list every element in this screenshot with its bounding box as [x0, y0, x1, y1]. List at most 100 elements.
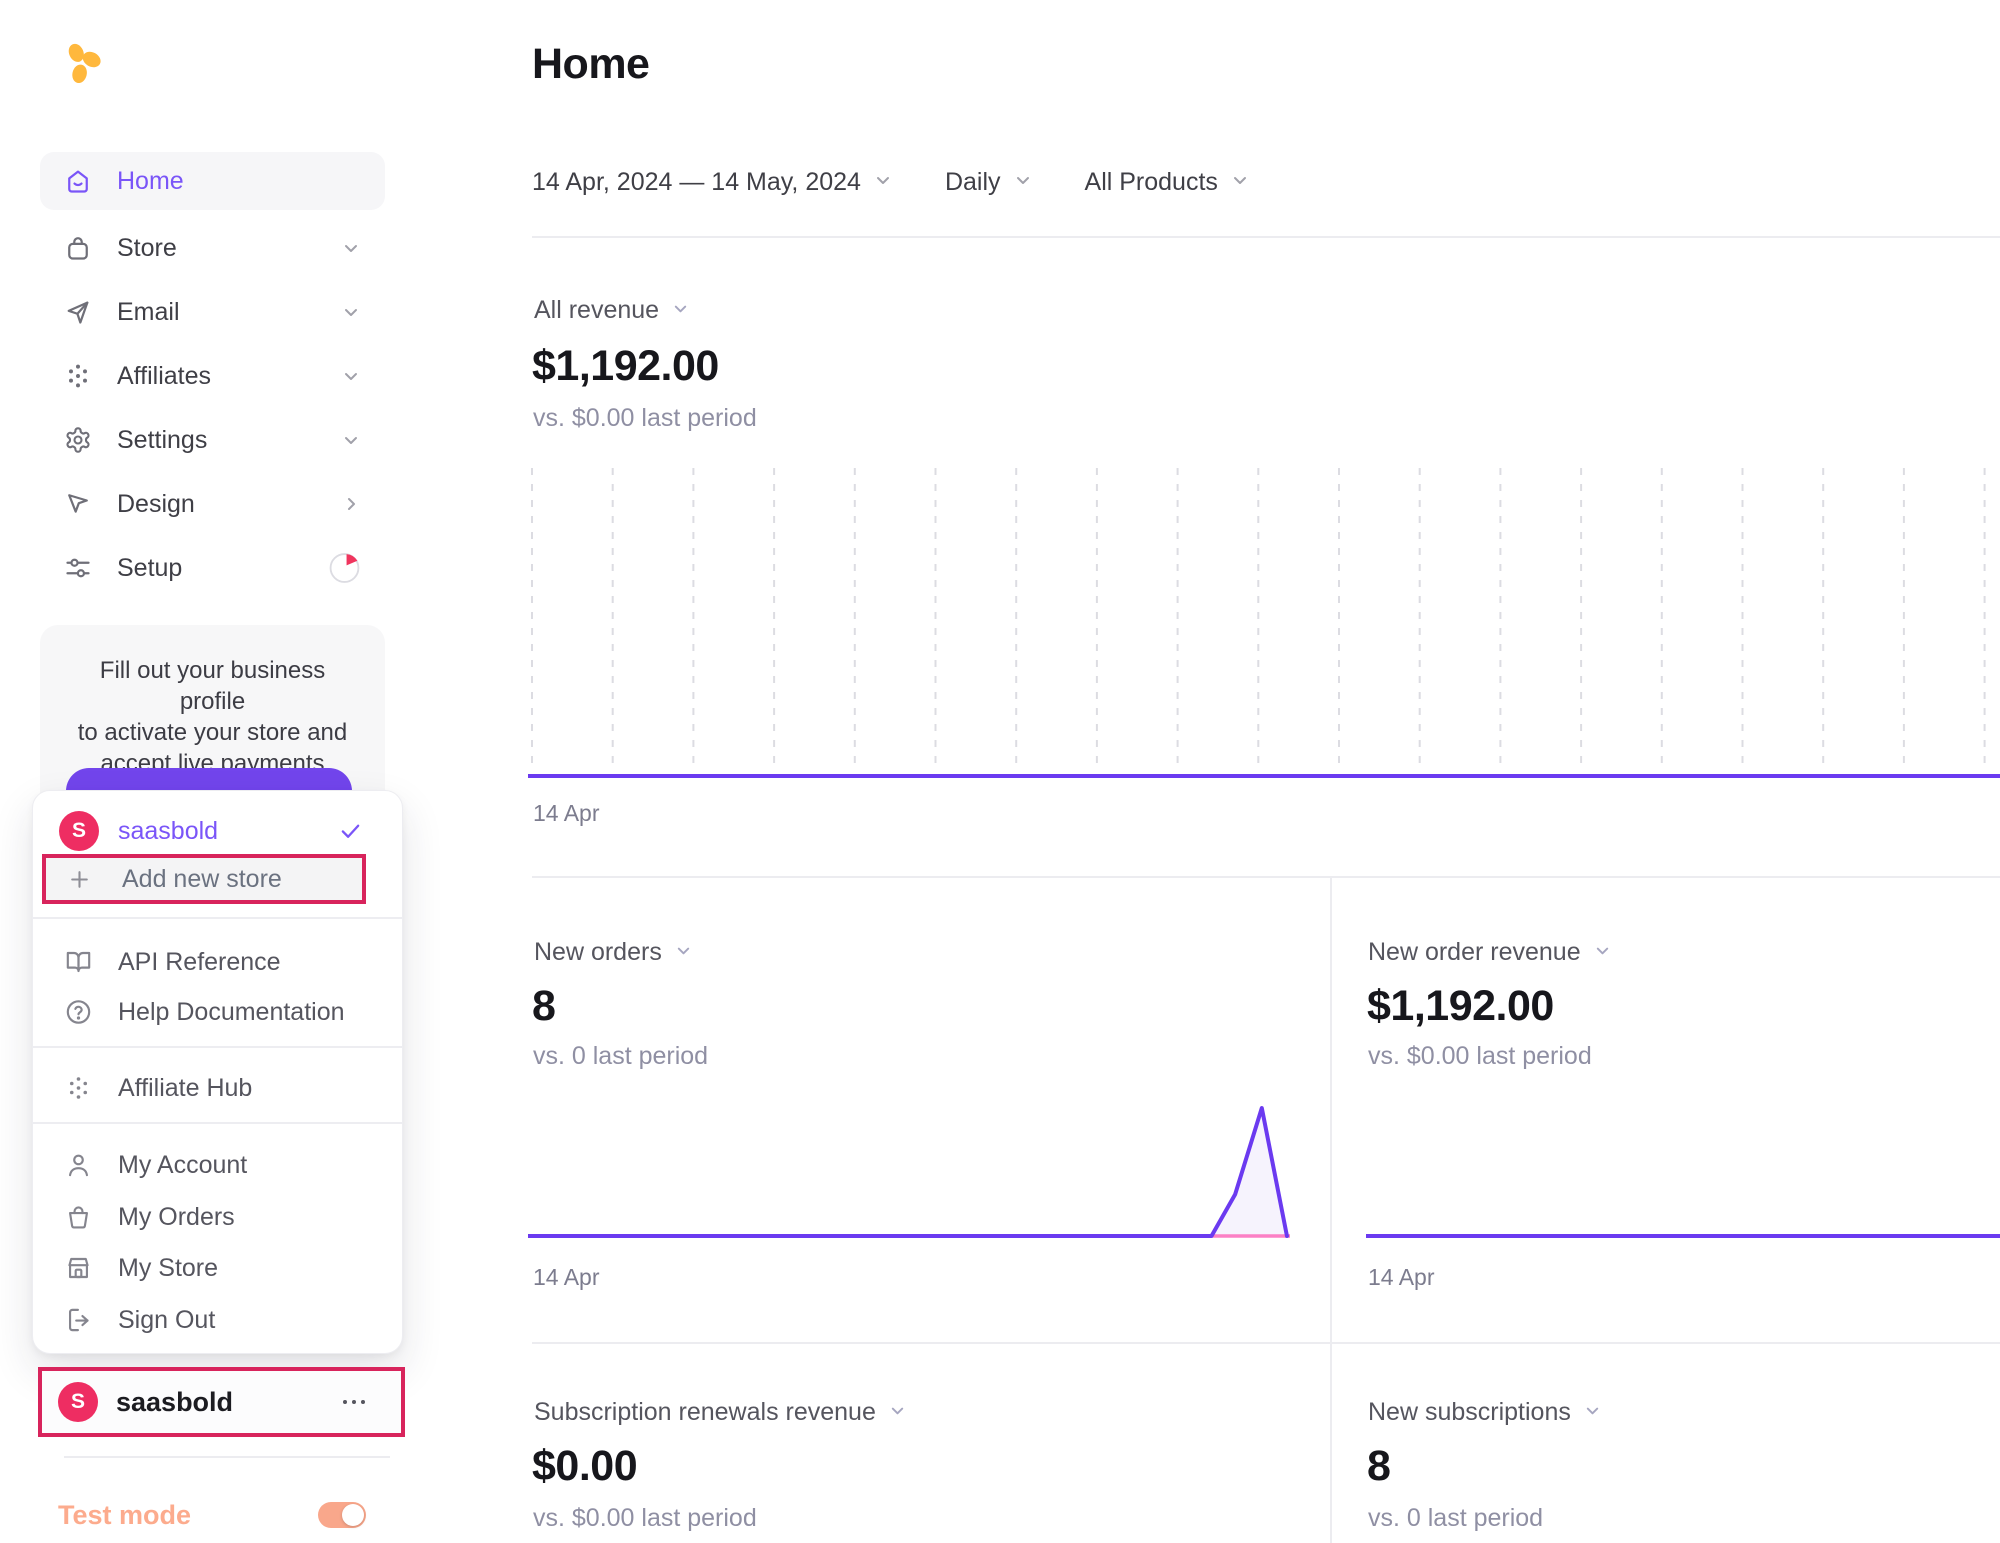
sidebar-item-store[interactable]: Store [40, 219, 385, 277]
menu-item-label: My Store [118, 1253, 219, 1282]
menu-item-my-account[interactable]: My Account [33, 1140, 402, 1190]
metric-label-text: New order revenue [1368, 938, 1581, 966]
business-profile-text-line2: to activate your store and [77, 719, 348, 746]
products-value: All Products [1084, 168, 1218, 196]
test-mode-toggle[interactable] [318, 1502, 366, 1528]
check-icon [339, 820, 362, 843]
menu-item-label: My Account [118, 1150, 248, 1179]
all-revenue-value: $1,192.00 [532, 342, 719, 390]
new-subscriptions-comparison: vs. 0 last period [1368, 1504, 1544, 1532]
store-avatar: S [58, 1382, 98, 1422]
menu-item-affiliate-hub[interactable]: Affiliate Hub [33, 1063, 402, 1113]
chevron-down-icon [1013, 168, 1033, 197]
toggle-knob [342, 1504, 364, 1526]
column-divider [1330, 876, 1332, 1543]
menu-item-my-orders[interactable]: My Orders [33, 1192, 402, 1242]
subscription-renewals-revenue-comparison: vs. $0.00 last period [533, 1504, 757, 1532]
all-revenue-comparison: vs. $0.00 last period [533, 404, 757, 432]
new-order-revenue-metric-selector[interactable]: New order revenue [1368, 938, 1612, 967]
new-subscriptions-metric-selector[interactable]: New subscriptions [1368, 1398, 1602, 1427]
all-revenue-metric-selector[interactable]: All revenue [534, 296, 690, 325]
store-avatar: S [59, 811, 99, 851]
store-switcher-menu: S saasbold Add new store [32, 790, 403, 1354]
sidebar-item-email[interactable]: Email [40, 283, 385, 341]
sign-out-icon [65, 1307, 92, 1334]
new-orders-value: 8 [532, 982, 556, 1030]
ellipsis-icon [341, 1398, 367, 1406]
sidebar-item-label: Affiliates [117, 361, 212, 390]
chevron-down-icon [341, 430, 361, 450]
all-revenue-chart[interactable] [528, 466, 2000, 782]
menu-item-help-documentation[interactable]: Help Documentation [33, 987, 402, 1037]
menu-item-api-reference[interactable]: API Reference [33, 937, 402, 987]
menu-item-label: My Orders [118, 1202, 235, 1231]
chevron-down-icon [341, 302, 361, 322]
add-new-store-label: Add new store [122, 864, 282, 893]
menu-item-label: API Reference [118, 947, 281, 976]
new-orders-comparison: vs. 0 last period [533, 1042, 709, 1070]
x-axis-tick: 14 Apr [533, 800, 600, 826]
chevron-right-icon [341, 494, 361, 514]
menu-item-current-store[interactable]: S saasbold [33, 804, 402, 858]
menu-item-my-store[interactable]: My Store [33, 1243, 402, 1293]
menu-item-label: Sign Out [118, 1305, 216, 1334]
menu-item-sign-out[interactable]: Sign Out [33, 1295, 402, 1345]
granularity-filter[interactable]: Daily [945, 168, 1033, 197]
help-circle-icon [65, 999, 92, 1026]
app-logo[interactable] [62, 42, 106, 93]
row-divider [532, 1342, 2000, 1344]
new-order-revenue-chart[interactable] [1366, 1098, 2000, 1242]
new-order-revenue-comparison: vs. $0.00 last period [1368, 1042, 1592, 1070]
sidebar-item-settings[interactable]: Settings [40, 411, 385, 469]
chevron-down-icon [1583, 1398, 1602, 1427]
chevron-down-icon [1230, 168, 1250, 197]
store-bag-icon [64, 234, 92, 262]
sidebar-item-design[interactable]: Design [40, 475, 385, 533]
sidebar-item-affiliates[interactable]: Affiliates [40, 347, 385, 405]
dots-grid-icon [65, 1075, 92, 1102]
menu-item-label: Affiliate Hub [118, 1073, 253, 1102]
x-axis-tick: 14 Apr [533, 1264, 600, 1290]
sliders-icon [64, 554, 92, 582]
storefront-icon [65, 1255, 92, 1282]
sidebar-item-home[interactable]: Home [40, 152, 385, 210]
book-open-icon [65, 949, 92, 976]
menu-item-label: Help Documentation [118, 997, 345, 1026]
setup-progress-pie-icon [328, 552, 361, 585]
dots-grid-icon [64, 362, 92, 390]
store-switcher-trigger[interactable]: S saasbold [42, 1371, 401, 1433]
sidebar-item-label: Home [117, 166, 184, 195]
granularity-value: Daily [944, 168, 1001, 196]
annotation-box-store-switcher: S saasbold [38, 1367, 405, 1437]
chevron-down-icon [1593, 938, 1612, 967]
page-title: Home [532, 40, 650, 88]
sidebar-item-setup[interactable]: Setup [40, 539, 385, 597]
test-mode-label: Test mode [58, 1500, 192, 1530]
business-profile-text-line1: Fill out your business profile [99, 657, 326, 715]
chevron-down-icon [671, 296, 690, 325]
new-orders-metric-selector[interactable]: New orders [534, 938, 693, 967]
subscription-renewals-revenue-value: $0.00 [532, 1442, 638, 1490]
sidebar-item-label: Store [117, 233, 177, 262]
sidebar-item-label: Settings [117, 425, 208, 454]
home-icon [64, 167, 92, 195]
metric-label-text: New orders [534, 938, 662, 966]
section-divider [532, 876, 2000, 878]
x-axis-tick: 14 Apr [1368, 1264, 1435, 1290]
metric-label-text: New subscriptions [1368, 1398, 1571, 1426]
filter-bar: 14 Apr, 2024 — 14 May, 2024 Daily All Pr… [532, 168, 1250, 197]
gear-icon [64, 426, 92, 454]
products-filter[interactable]: All Products [1085, 168, 1250, 197]
subscription-renewals-revenue-metric-selector[interactable]: Subscription renewals revenue [534, 1398, 907, 1427]
date-range-filter[interactable]: 14 Apr, 2024 — 14 May, 2024 [532, 168, 893, 197]
menu-divider [33, 917, 402, 919]
menu-item-add-new-store[interactable]: Add new store [46, 858, 362, 900]
store-switcher-name: saasbold [116, 1386, 234, 1417]
date-range-value: 14 Apr, 2024 — 14 May, 2024 [532, 168, 861, 196]
send-icon [64, 298, 92, 326]
menu-divider [33, 1046, 402, 1048]
metric-label-text: All revenue [534, 296, 660, 324]
new-orders-chart[interactable] [528, 1098, 1290, 1242]
basket-icon [65, 1204, 92, 1231]
sidebar-item-label: Design [117, 489, 195, 518]
